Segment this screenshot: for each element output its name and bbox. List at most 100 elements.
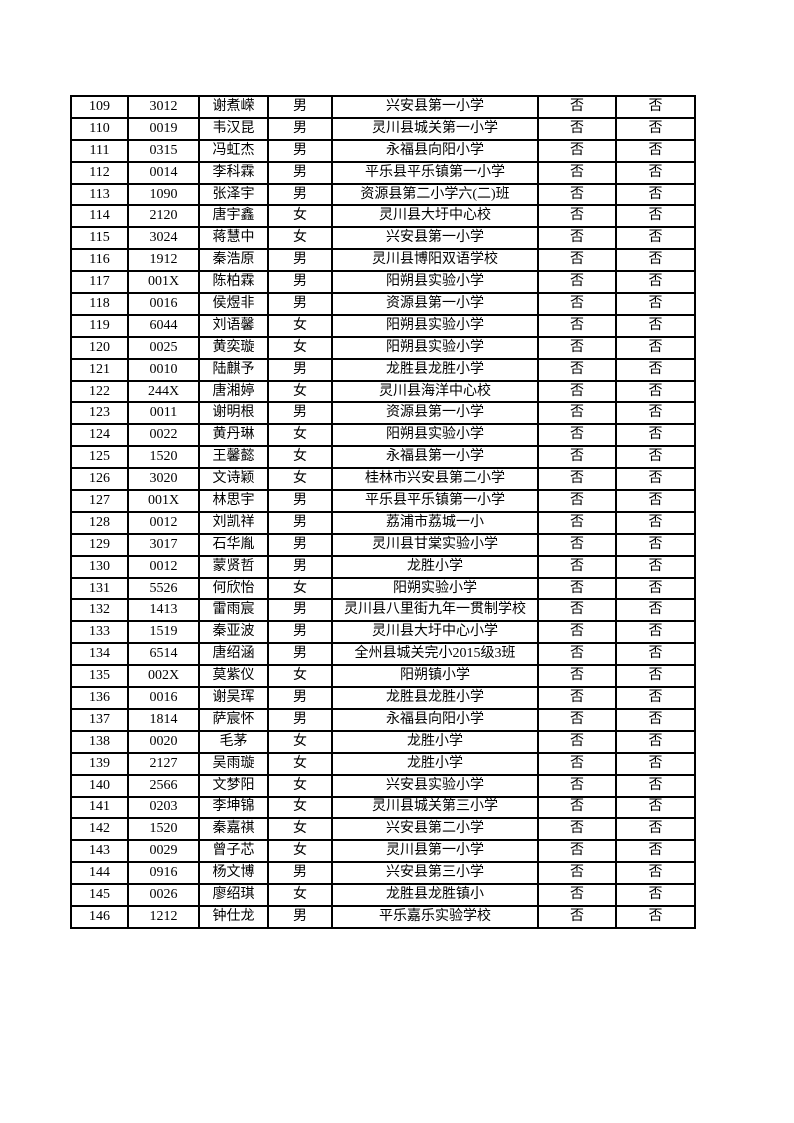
- cell-serial-number: 138: [70, 729, 129, 754]
- table-row: 114 2120 唐宇鑫 女 灵川县大圩中心校 否 否: [70, 204, 696, 229]
- cell-student-name: 张泽宇: [198, 182, 269, 207]
- cell-student-name: 唐湘婷: [198, 379, 269, 404]
- cell-gender: 男: [267, 248, 333, 273]
- cell-id-code: 0019: [127, 116, 200, 141]
- cell-id-code: 0203: [127, 795, 200, 820]
- cell-flag-2: 否: [615, 335, 696, 360]
- cell-student-name: 李科霖: [198, 160, 269, 185]
- cell-flag-1: 否: [537, 510, 617, 535]
- cell-flag-1: 否: [537, 226, 617, 251]
- cell-flag-1: 否: [537, 160, 617, 185]
- cell-serial-number: 145: [70, 883, 129, 907]
- cell-flag-1: 否: [537, 204, 617, 229]
- cell-school: 灵川县海洋中心校: [331, 379, 539, 404]
- table-row: 112 0014 李科霖 男 平乐县平乐镇第一小学 否 否: [70, 160, 696, 185]
- table-row: 120 0025 黄奕璇 女 阳朔县实验小学 否 否: [70, 335, 696, 360]
- cell-serial-number: 111: [70, 138, 129, 163]
- cell-student-name: 李坤锦: [198, 795, 269, 820]
- cell-id-code: 3012: [127, 95, 200, 119]
- cell-serial-number: 126: [70, 467, 129, 492]
- cell-flag-1: 否: [537, 620, 617, 645]
- cell-student-name: 陈柏霖: [198, 270, 269, 295]
- cell-student-name: 唐绍涵: [198, 642, 269, 667]
- cell-school: 阳朔县实验小学: [331, 423, 539, 448]
- cell-id-code: 0012: [127, 510, 200, 535]
- cell-flag-1: 否: [537, 839, 617, 864]
- cell-gender: 女: [267, 467, 333, 492]
- cell-school: 永福县第一小学: [331, 445, 539, 470]
- cell-student-name: 黄丹琳: [198, 423, 269, 448]
- cell-school: 兴安县第一小学: [331, 95, 539, 119]
- cell-flag-1: 否: [537, 379, 617, 404]
- cell-flag-2: 否: [615, 861, 696, 886]
- cell-flag-1: 否: [537, 270, 617, 295]
- cell-flag-2: 否: [615, 904, 696, 929]
- cell-school: 资源县第二小学六(二)班: [331, 182, 539, 207]
- cell-flag-2: 否: [615, 270, 696, 295]
- table-row: 145 0026 廖绍琪 女 龙胜县龙胜镇小 否 否: [70, 883, 696, 907]
- table-row: 143 0029 曾子芯 女 灵川县第一小学 否 否: [70, 839, 696, 864]
- cell-gender: 男: [267, 686, 333, 710]
- cell-gender: 女: [267, 576, 333, 601]
- cell-student-name: 秦亚波: [198, 620, 269, 645]
- cell-flag-1: 否: [537, 773, 617, 798]
- cell-flag-1: 否: [537, 401, 617, 426]
- cell-school: 荔浦市荔城一小: [331, 510, 539, 535]
- cell-flag-2: 否: [615, 313, 696, 338]
- cell-flag-1: 否: [537, 686, 617, 710]
- cell-student-name: 王馨懿: [198, 445, 269, 470]
- table-row: 117 001X 陈柏霖 男 阳朔县实验小学 否 否: [70, 270, 696, 295]
- cell-id-code: 0022: [127, 423, 200, 448]
- cell-gender: 女: [267, 445, 333, 470]
- cell-gender: 男: [267, 598, 333, 623]
- cell-student-name: 吴雨璇: [198, 751, 269, 776]
- cell-id-code: 1814: [127, 707, 200, 732]
- cell-gender: 男: [267, 554, 333, 579]
- cell-flag-2: 否: [615, 795, 696, 820]
- table-row: 122 244X 唐湘婷 女 灵川县海洋中心校 否 否: [70, 379, 696, 404]
- cell-id-code: 1212: [127, 904, 200, 929]
- cell-id-code: 3020: [127, 467, 200, 492]
- cell-student-name: 林思宇: [198, 489, 269, 513]
- table-row: 121 0010 陆麒予 男 龙胜县龙胜小学 否 否: [70, 357, 696, 382]
- cell-flag-2: 否: [615, 138, 696, 163]
- cell-id-code: 2120: [127, 204, 200, 229]
- cell-serial-number: 128: [70, 510, 129, 535]
- cell-id-code: 1912: [127, 248, 200, 273]
- cell-id-code: 0026: [127, 883, 200, 907]
- cell-id-code: 6514: [127, 642, 200, 667]
- cell-id-code: 0020: [127, 729, 200, 754]
- cell-school: 永福县向阳小学: [331, 138, 539, 163]
- cell-id-code: 2127: [127, 751, 200, 776]
- cell-gender: 男: [267, 138, 333, 163]
- cell-flag-1: 否: [537, 817, 617, 842]
- cell-flag-2: 否: [615, 773, 696, 798]
- cell-serial-number: 109: [70, 95, 129, 119]
- cell-flag-2: 否: [615, 532, 696, 557]
- cell-flag-2: 否: [615, 642, 696, 667]
- table-row: 137 1814 萨宸怀 男 永福县向阳小学 否 否: [70, 707, 696, 732]
- cell-flag-2: 否: [615, 445, 696, 470]
- cell-serial-number: 112: [70, 160, 129, 185]
- cell-serial-number: 123: [70, 401, 129, 426]
- cell-serial-number: 146: [70, 904, 129, 929]
- cell-flag-1: 否: [537, 445, 617, 470]
- cell-school: 龙胜小学: [331, 554, 539, 579]
- cell-gender: 女: [267, 795, 333, 820]
- cell-student-name: 谢明根: [198, 401, 269, 426]
- cell-flag-1: 否: [537, 357, 617, 382]
- cell-school: 阳朔县实验小学: [331, 270, 539, 295]
- cell-flag-2: 否: [615, 423, 696, 448]
- cell-flag-1: 否: [537, 795, 617, 820]
- cell-flag-1: 否: [537, 576, 617, 601]
- cell-flag-1: 否: [537, 313, 617, 338]
- cell-school: 灵川县八里街九年一贯制学校: [331, 598, 539, 623]
- cell-gender: 男: [267, 620, 333, 645]
- cell-gender: 男: [267, 357, 333, 382]
- cell-flag-2: 否: [615, 729, 696, 754]
- cell-gender: 女: [267, 817, 333, 842]
- cell-school: 资源县第一小学: [331, 401, 539, 426]
- cell-gender: 男: [267, 707, 333, 732]
- cell-id-code: 0011: [127, 401, 200, 426]
- table-row: 135 002X 莫紫仪 女 阳朔镇小学 否 否: [70, 664, 696, 689]
